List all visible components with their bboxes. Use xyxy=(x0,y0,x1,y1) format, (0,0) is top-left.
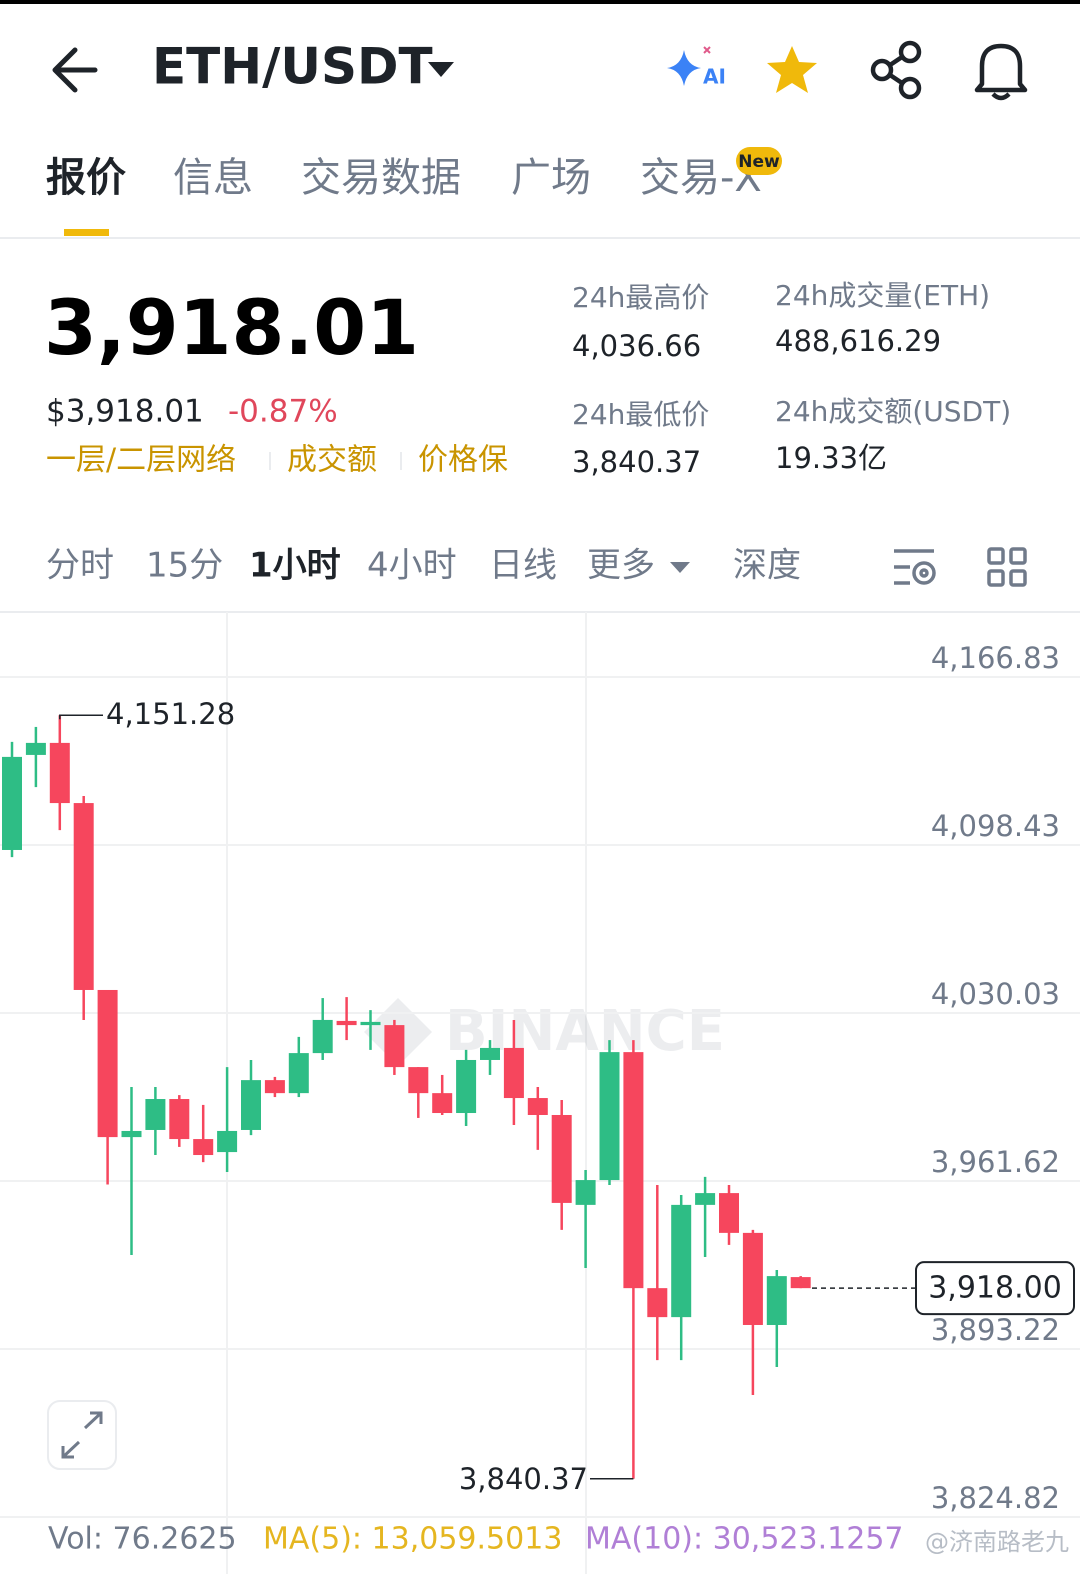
tab[interactable]: 信息 xyxy=(173,155,253,201)
candle-body xyxy=(766,1276,787,1325)
stat-value: 3,840.37 xyxy=(572,445,701,479)
watermark: BINANCE xyxy=(364,998,725,1066)
interval[interactable]: 1小时 xyxy=(249,546,341,586)
low-note: 3,840.37 xyxy=(459,1462,588,1496)
candle-body xyxy=(456,1059,477,1114)
interval[interactable]: 深度 xyxy=(733,546,801,586)
interval[interactable]: 15分 xyxy=(146,546,223,586)
interval[interactable]: 分时 xyxy=(46,546,114,586)
candle-body xyxy=(25,742,46,755)
pair-title[interactable]: ETH/USDT xyxy=(152,38,433,96)
candle-body xyxy=(480,1047,500,1060)
candle-body xyxy=(719,1193,739,1233)
candle-body xyxy=(217,1130,238,1153)
candle-body xyxy=(551,1114,572,1203)
credit: @济南路老九 xyxy=(925,1528,1069,1556)
tab[interactable]: 报价 xyxy=(46,155,126,201)
candle-body xyxy=(575,1180,596,1205)
new-badge-bg xyxy=(736,147,782,175)
layout-button[interactable] xyxy=(987,547,1027,587)
candle-body xyxy=(121,1130,142,1138)
back-button[interactable] xyxy=(52,47,98,93)
candle-body xyxy=(288,1053,309,1094)
stat-value: 488,616.29 xyxy=(775,324,941,358)
candle-body xyxy=(193,1139,214,1156)
candle-body xyxy=(695,1193,716,1205)
indicator-settings[interactable] xyxy=(894,549,936,585)
share-button[interactable] xyxy=(870,40,922,100)
stat-label: 24h成交量(ETH) xyxy=(775,279,990,312)
candle-body xyxy=(408,1067,429,1094)
y-tick-label: 3,824.82 xyxy=(931,1481,1060,1515)
candle-body xyxy=(790,1277,811,1289)
stat-value: 4,036.66 xyxy=(572,329,701,363)
candle-body xyxy=(647,1288,668,1318)
candle-body xyxy=(312,1019,333,1054)
ma5-label: MA(5): 13,059.5013 xyxy=(263,1522,562,1557)
high-note-line xyxy=(59,714,103,720)
tab[interactable]: 交易数据 xyxy=(301,155,461,201)
tag[interactable]: 价格保 xyxy=(418,443,508,478)
candle-body xyxy=(145,1099,166,1130)
candle-body xyxy=(527,1098,548,1115)
candle-body xyxy=(264,1080,285,1094)
y-tick-label: 4,098.43 xyxy=(931,809,1060,843)
stat-value: 19.33亿 xyxy=(775,441,887,475)
new-badge: New xyxy=(738,152,780,172)
candle-body xyxy=(2,756,22,850)
more-caret[interactable] xyxy=(670,562,690,573)
y-tick-label: 3,893.22 xyxy=(931,1313,1060,1347)
stat-label: 24h最高价 xyxy=(572,281,709,314)
interval[interactable]: 更多 xyxy=(587,546,655,586)
high-note: 4,151.28 xyxy=(106,697,235,731)
favorite-star[interactable] xyxy=(767,46,817,93)
candle-body xyxy=(97,989,118,1138)
price-change: -0.87% xyxy=(228,394,338,430)
candle-body xyxy=(384,1025,405,1068)
alert-button[interactable] xyxy=(974,43,1028,101)
candle-body xyxy=(623,1052,644,1289)
ai-label: AI xyxy=(703,65,726,89)
active-tab-indicator xyxy=(64,229,109,236)
candle-body xyxy=(241,1080,261,1130)
vol-label: Vol: 76.2625 xyxy=(48,1522,237,1557)
last-price-label: 3,918.00 xyxy=(928,1271,1062,1306)
ai-button[interactable]: AI xyxy=(667,46,726,89)
candle-body xyxy=(73,803,94,990)
stat-label: 24h成交额(USDT) xyxy=(775,395,1011,428)
candle-body xyxy=(432,1093,453,1114)
y-tick-label: 4,166.83 xyxy=(931,641,1060,675)
pair-caret[interactable] xyxy=(428,62,454,77)
interval[interactable]: 日线 xyxy=(489,546,557,586)
tag[interactable]: 成交额 xyxy=(287,443,377,478)
tab[interactable]: 广场 xyxy=(511,155,591,201)
stat-label: 24h最低价 xyxy=(572,398,709,431)
candle-body xyxy=(671,1204,692,1318)
candle-body xyxy=(360,1021,381,1026)
expand-button[interactable] xyxy=(47,1400,117,1470)
candle-body xyxy=(336,1020,357,1026)
candle-body xyxy=(742,1232,763,1325)
expand-icon xyxy=(61,1411,103,1459)
interval[interactable]: 4小时 xyxy=(367,546,457,586)
candle-body xyxy=(503,1047,524,1099)
y-tick-label: 4,030.03 xyxy=(931,977,1060,1011)
status-edge xyxy=(0,0,1080,4)
candle-body xyxy=(599,1052,620,1181)
last-price-box xyxy=(915,1261,1075,1316)
y-tick-label: 3,961.62 xyxy=(931,1145,1060,1179)
last-price: 3,918.01 xyxy=(44,283,419,372)
usd-price: $3,918.01 xyxy=(46,394,204,430)
ma10-label: MA(10): 30,523.1257 xyxy=(585,1522,904,1557)
candle-body xyxy=(169,1099,190,1140)
candle-body xyxy=(49,742,70,804)
tag[interactable]: 一层/二层网络 xyxy=(46,443,236,478)
